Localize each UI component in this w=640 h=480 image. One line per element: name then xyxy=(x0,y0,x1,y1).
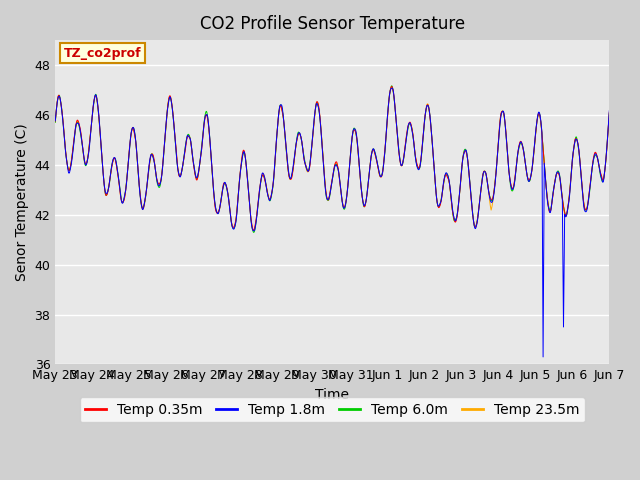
X-axis label: Time: Time xyxy=(316,388,349,402)
Legend: Temp 0.35m, Temp 1.8m, Temp 6.0m, Temp 23.5m: Temp 0.35m, Temp 1.8m, Temp 6.0m, Temp 2… xyxy=(79,397,585,422)
Title: CO2 Profile Sensor Temperature: CO2 Profile Sensor Temperature xyxy=(200,15,465,33)
Y-axis label: Senor Temperature (C): Senor Temperature (C) xyxy=(15,123,29,281)
Text: TZ_co2prof: TZ_co2prof xyxy=(63,47,141,60)
